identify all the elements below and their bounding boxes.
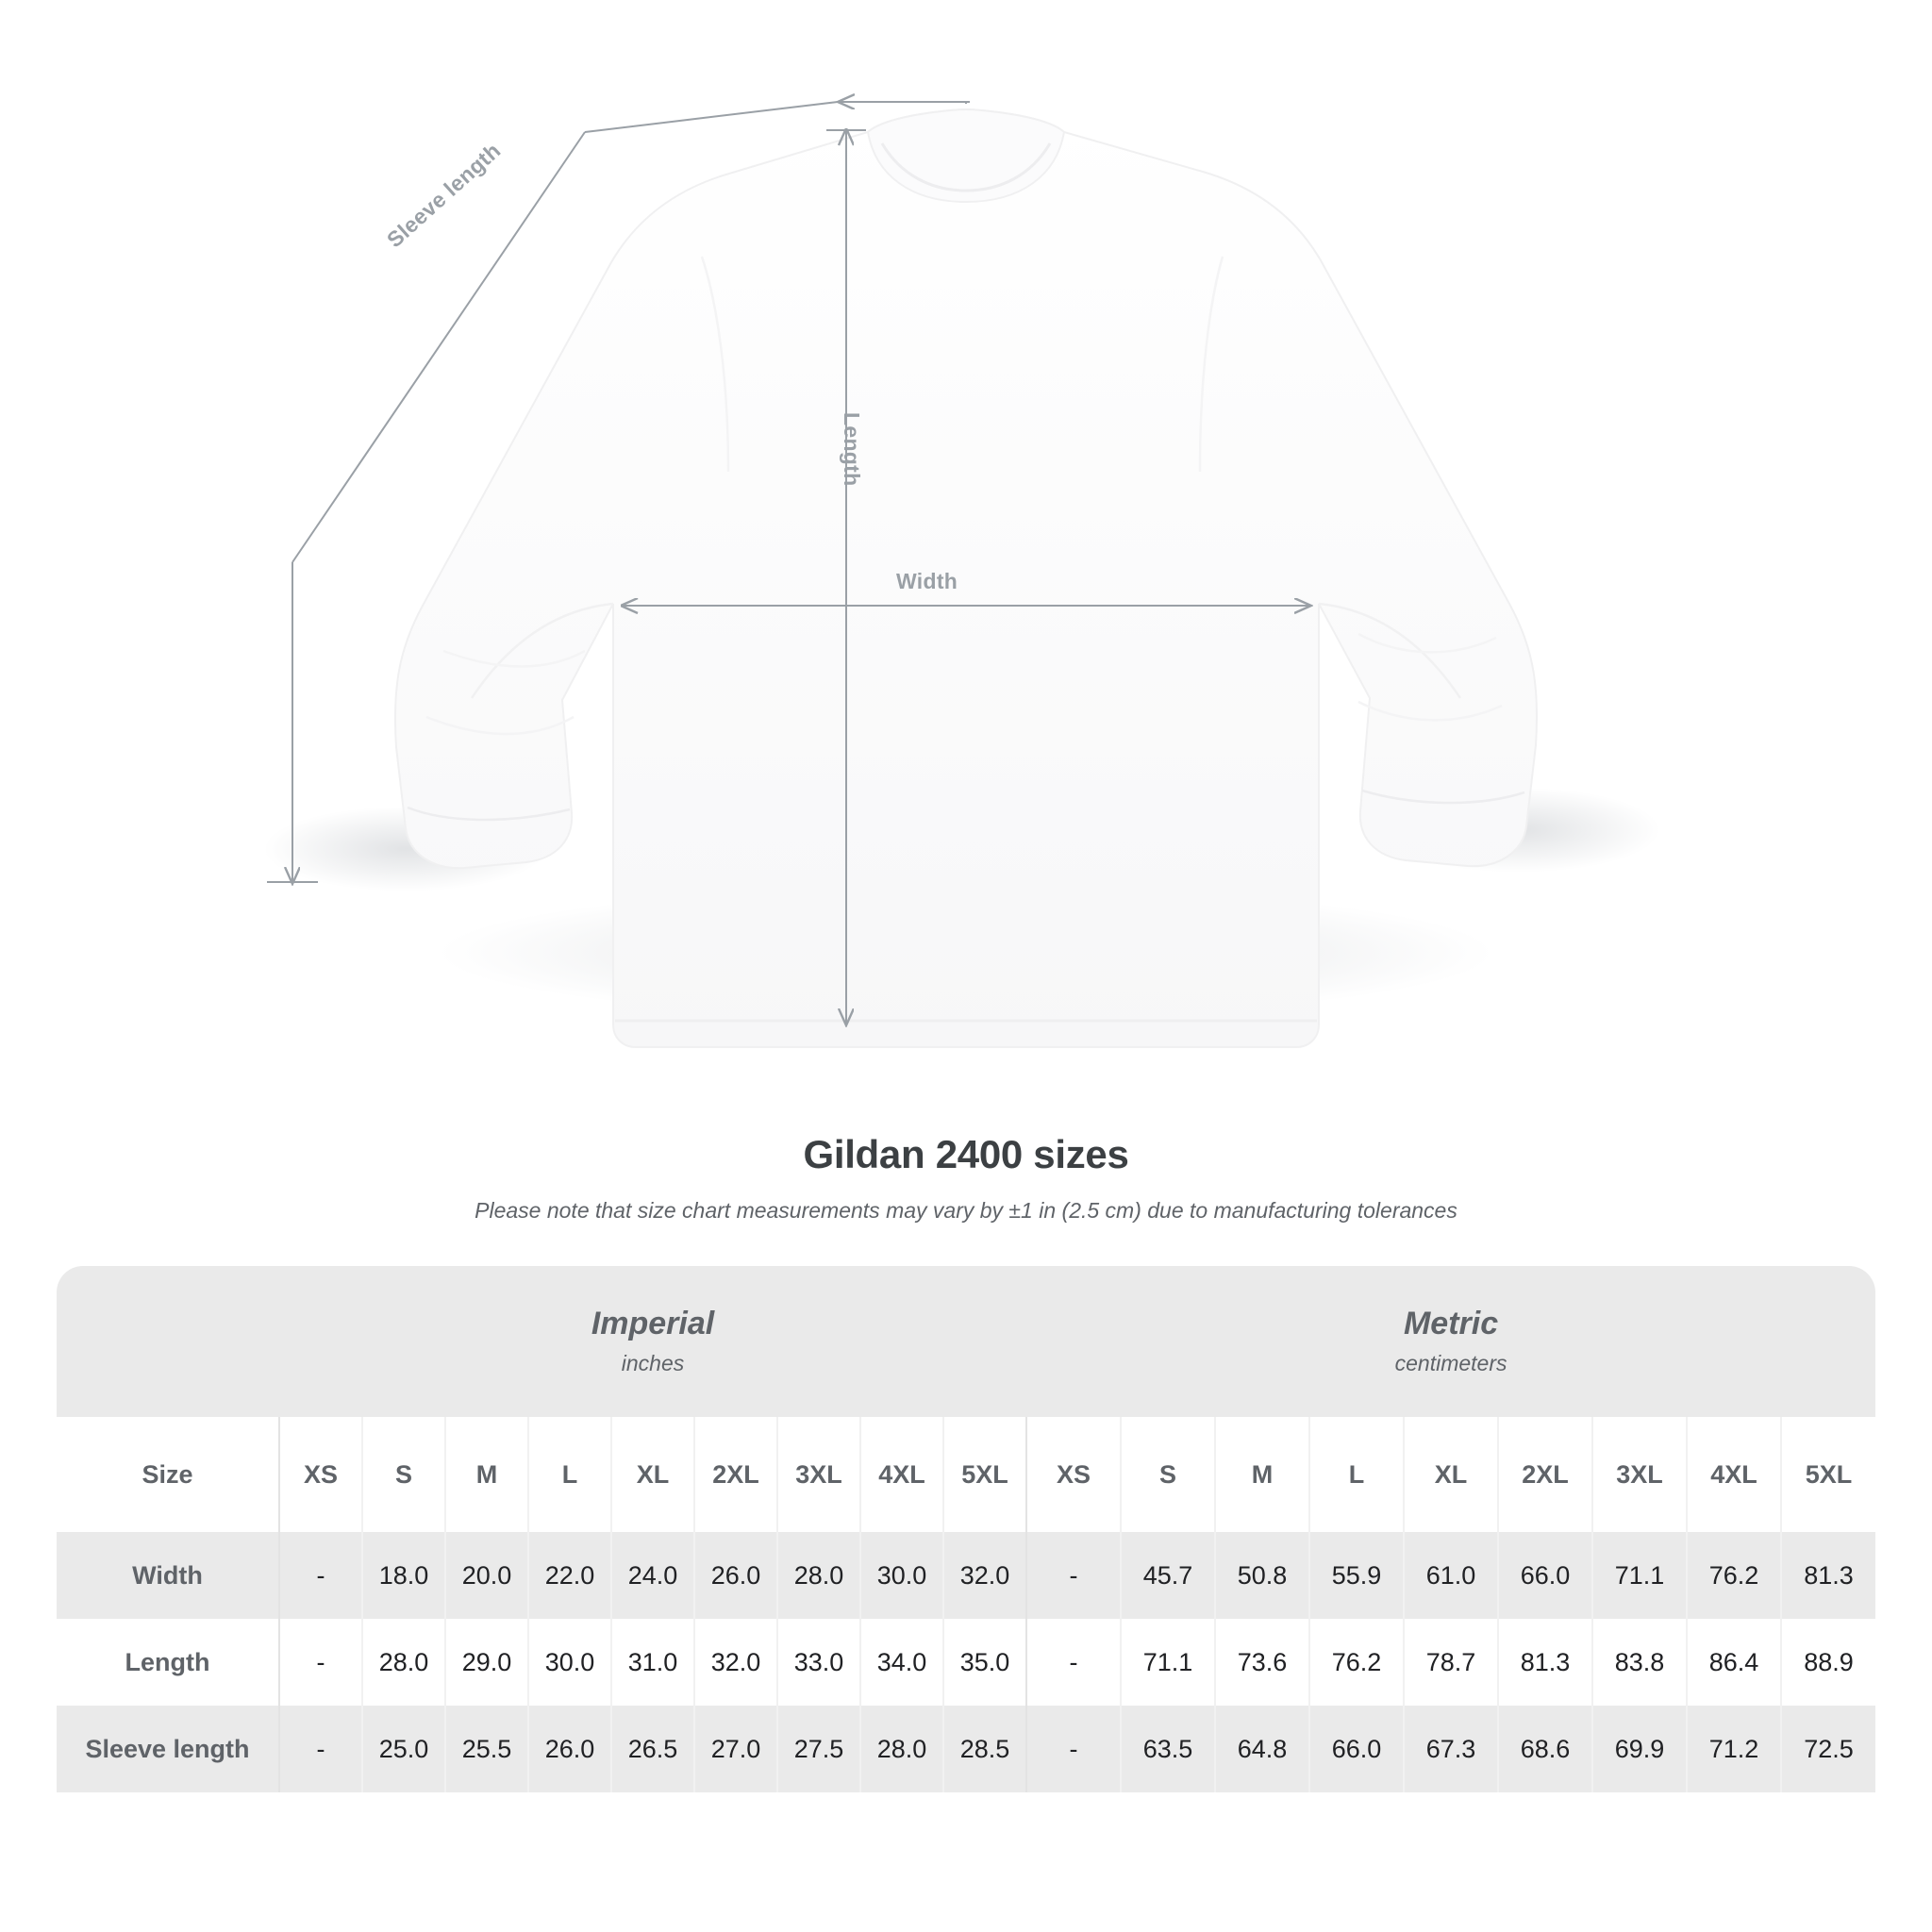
tshirt-body bbox=[393, 108, 1539, 1048]
cell-width-imperial-xl: 24.0 bbox=[610, 1532, 694, 1619]
cell-width-imperial-5xl: 32.0 bbox=[941, 1532, 1027, 1619]
cell-length-imperial-xs: - bbox=[278, 1619, 362, 1706]
cell-sleeve-metric-xl: 67.3 bbox=[1403, 1706, 1499, 1792]
cell-length-metric-2xl: 81.3 bbox=[1497, 1619, 1593, 1706]
cell-width-imperial-l: 22.0 bbox=[527, 1532, 611, 1619]
cell-width-metric-l: 55.9 bbox=[1308, 1532, 1405, 1619]
cell-sleeve-imperial-m: 25.5 bbox=[444, 1706, 528, 1792]
size-header-metric-xs: XS bbox=[1025, 1417, 1122, 1532]
cell-sleeve-imperial-3xl: 27.5 bbox=[776, 1706, 860, 1792]
cell-sleeve-imperial-5xl: 28.5 bbox=[941, 1706, 1027, 1792]
cell-length-metric-xl: 78.7 bbox=[1403, 1619, 1499, 1706]
length-dimension-label: Length bbox=[840, 412, 864, 487]
unit-band-row: Imperial inches Metric centimeters bbox=[57, 1266, 1876, 1417]
cell-width-imperial-4xl: 30.0 bbox=[859, 1532, 943, 1619]
cell-width-metric-xs: - bbox=[1025, 1532, 1122, 1619]
row-label-sleeve-length: Sleeve length bbox=[57, 1706, 279, 1792]
garment-illustration: Sleeve length Length Width bbox=[264, 0, 1660, 1048]
cell-width-imperial-m: 20.0 bbox=[444, 1532, 528, 1619]
cell-length-imperial-l: 30.0 bbox=[527, 1619, 611, 1706]
size-header-imperial-l: L bbox=[527, 1417, 611, 1532]
cell-length-imperial-xl: 31.0 bbox=[610, 1619, 694, 1706]
cell-width-metric-2xl: 66.0 bbox=[1497, 1532, 1593, 1619]
tshirt-svg bbox=[264, 0, 1660, 1048]
cell-sleeve-imperial-xl: 26.5 bbox=[610, 1706, 694, 1792]
row-label-length: Length bbox=[57, 1619, 279, 1706]
unit-sub-imperial: inches bbox=[621, 1351, 685, 1376]
cell-length-imperial-5xl: 35.0 bbox=[941, 1619, 1027, 1706]
size-header-imperial-2xl: 2XL bbox=[693, 1417, 777, 1532]
size-header-imperial-xs: XS bbox=[278, 1417, 362, 1532]
table-row-length: Length - 28.0 29.0 30.0 31.0 32.0 33.0 3… bbox=[57, 1619, 1876, 1706]
size-header-metric-s: S bbox=[1120, 1417, 1216, 1532]
dimension-lines bbox=[267, 102, 1309, 1024]
cell-width-imperial-xs: - bbox=[278, 1532, 362, 1619]
cell-width-metric-5xl: 81.3 bbox=[1780, 1532, 1876, 1619]
cell-length-metric-3xl: 83.8 bbox=[1591, 1619, 1688, 1706]
cell-sleeve-metric-5xl: 72.5 bbox=[1780, 1706, 1876, 1792]
cell-length-metric-xs: - bbox=[1025, 1619, 1122, 1706]
cell-sleeve-imperial-l: 26.0 bbox=[527, 1706, 611, 1792]
size-chart-table-wrap: Imperial inches Metric centimeters Size … bbox=[57, 1266, 1876, 1792]
cell-sleeve-metric-l: 66.0 bbox=[1308, 1706, 1405, 1792]
size-header-metric-l: L bbox=[1308, 1417, 1405, 1532]
size-header-metric-3xl: 3XL bbox=[1591, 1417, 1688, 1532]
page-title: Gildan 2400 sizes bbox=[803, 1132, 1129, 1176]
unit-band-imperial: Imperial inches bbox=[279, 1266, 1027, 1417]
unit-band-metric: Metric centimeters bbox=[1026, 1266, 1876, 1417]
table-row-width: Width - 18.0 20.0 22.0 24.0 26.0 28.0 30… bbox=[57, 1532, 1876, 1619]
cell-sleeve-metric-m: 64.8 bbox=[1214, 1706, 1310, 1792]
cell-length-imperial-3xl: 33.0 bbox=[776, 1619, 860, 1706]
size-header-imperial-3xl: 3XL bbox=[776, 1417, 860, 1532]
row-label-width: Width bbox=[57, 1532, 279, 1619]
table-row-sleeve-length: Sleeve length - 25.0 25.5 26.0 26.5 27.0… bbox=[57, 1706, 1876, 1792]
cell-width-metric-m: 50.8 bbox=[1214, 1532, 1310, 1619]
cell-length-metric-4xl: 86.4 bbox=[1686, 1619, 1782, 1706]
cell-width-metric-4xl: 76.2 bbox=[1686, 1532, 1782, 1619]
unit-name-metric: Metric bbox=[1403, 1305, 1499, 1341]
cell-length-imperial-2xl: 32.0 bbox=[693, 1619, 777, 1706]
cell-sleeve-imperial-4xl: 28.0 bbox=[859, 1706, 943, 1792]
size-header-imperial-5xl: 5XL bbox=[941, 1417, 1027, 1532]
unit-name-imperial: Imperial bbox=[591, 1305, 715, 1341]
cell-length-imperial-4xl: 34.0 bbox=[859, 1619, 943, 1706]
page-subtitle: Please note that size chart measurements… bbox=[475, 1198, 1457, 1223]
cell-sleeve-metric-xs: - bbox=[1025, 1706, 1122, 1792]
unit-sub-metric: centimeters bbox=[1394, 1351, 1507, 1376]
size-header-metric-m: M bbox=[1214, 1417, 1310, 1532]
cell-sleeve-metric-s: 63.5 bbox=[1120, 1706, 1216, 1792]
unit-band-spacer bbox=[57, 1266, 279, 1417]
cell-sleeve-metric-3xl: 69.9 bbox=[1591, 1706, 1688, 1792]
cell-width-metric-s: 45.7 bbox=[1120, 1532, 1216, 1619]
cell-sleeve-metric-2xl: 68.6 bbox=[1497, 1706, 1593, 1792]
size-header-row: Size XS S M L XL 2XL 3XL 4XL 5XL XS S M … bbox=[57, 1417, 1876, 1532]
cell-width-imperial-3xl: 28.0 bbox=[776, 1532, 860, 1619]
cell-sleeve-metric-4xl: 71.2 bbox=[1686, 1706, 1782, 1792]
size-header-metric-5xl: 5XL bbox=[1780, 1417, 1876, 1532]
cell-length-metric-m: 73.6 bbox=[1214, 1619, 1310, 1706]
cell-width-imperial-2xl: 26.0 bbox=[693, 1532, 777, 1619]
size-header-metric-xl: XL bbox=[1403, 1417, 1499, 1532]
cell-width-metric-3xl: 71.1 bbox=[1591, 1532, 1688, 1619]
cell-length-metric-5xl: 88.9 bbox=[1780, 1619, 1876, 1706]
size-header-imperial-xl: XL bbox=[610, 1417, 694, 1532]
size-header-label: Size bbox=[57, 1417, 279, 1532]
size-header-metric-4xl: 4XL bbox=[1686, 1417, 1782, 1532]
cell-width-imperial-s: 18.0 bbox=[361, 1532, 445, 1619]
width-dimension-label: Width bbox=[896, 569, 958, 593]
cell-sleeve-imperial-xs: - bbox=[278, 1706, 362, 1792]
size-header-metric-2xl: 2XL bbox=[1497, 1417, 1593, 1532]
cell-sleeve-imperial-2xl: 27.0 bbox=[693, 1706, 777, 1792]
cell-length-metric-s: 71.1 bbox=[1120, 1619, 1216, 1706]
size-header-imperial-s: S bbox=[361, 1417, 445, 1532]
cell-sleeve-imperial-s: 25.0 bbox=[361, 1706, 445, 1792]
size-header-imperial-m: M bbox=[444, 1417, 528, 1532]
cell-length-imperial-m: 29.0 bbox=[444, 1619, 528, 1706]
cell-width-metric-xl: 61.0 bbox=[1403, 1532, 1499, 1619]
size-header-imperial-4xl: 4XL bbox=[859, 1417, 943, 1532]
cell-length-imperial-s: 28.0 bbox=[361, 1619, 445, 1706]
cell-length-metric-l: 76.2 bbox=[1308, 1619, 1405, 1706]
chart-heading: Gildan 2400 sizes Please note that size … bbox=[0, 1132, 1932, 1224]
size-chart-table: Imperial inches Metric centimeters Size … bbox=[57, 1266, 1876, 1792]
